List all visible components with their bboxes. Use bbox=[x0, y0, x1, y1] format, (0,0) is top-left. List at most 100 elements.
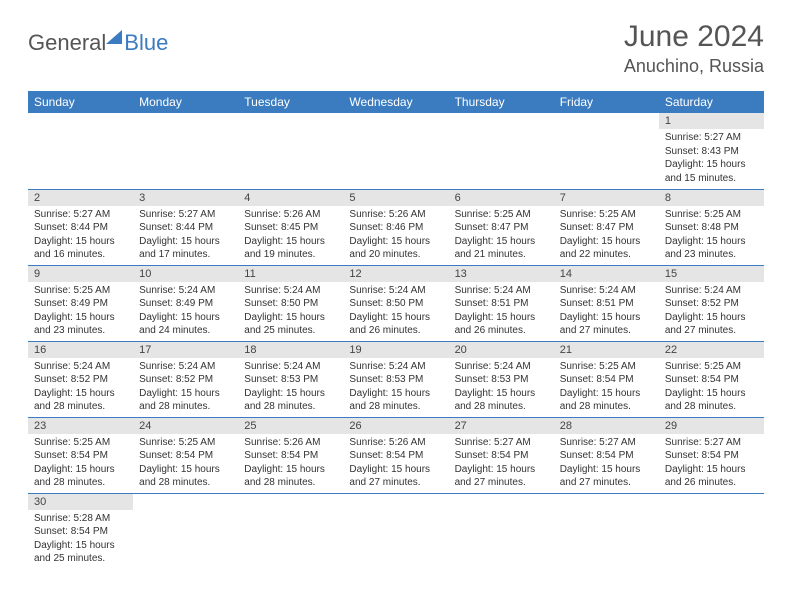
calendar-cell: 1Sunrise: 5:27 AMSunset: 8:43 PMDaylight… bbox=[659, 113, 764, 189]
sunrise-text: Sunrise: 5:26 AM bbox=[244, 436, 337, 450]
calendar-cell: 15Sunrise: 5:24 AMSunset: 8:52 PMDayligh… bbox=[659, 265, 764, 341]
calendar-head: SundayMondayTuesdayWednesdayThursdayFrid… bbox=[28, 91, 764, 113]
day-details: Sunrise: 5:24 AMSunset: 8:53 PMDaylight:… bbox=[343, 358, 448, 416]
day-number: 5 bbox=[343, 190, 448, 206]
calendar-row: 2Sunrise: 5:27 AMSunset: 8:44 PMDaylight… bbox=[28, 189, 764, 265]
day-details: Sunrise: 5:25 AMSunset: 8:47 PMDaylight:… bbox=[554, 206, 659, 264]
sunrise-text: Sunrise: 5:24 AM bbox=[139, 360, 232, 374]
day-number: 11 bbox=[238, 266, 343, 282]
sunset-text: Sunset: 8:54 PM bbox=[560, 449, 653, 463]
calendar-table: SundayMondayTuesdayWednesdayThursdayFrid… bbox=[28, 91, 764, 569]
daylight-text: Daylight: 15 hours and 26 minutes. bbox=[455, 311, 548, 338]
day-number: 8 bbox=[659, 190, 764, 206]
daylight-text: Daylight: 15 hours and 28 minutes. bbox=[244, 463, 337, 490]
daylight-text: Daylight: 15 hours and 27 minutes. bbox=[349, 463, 442, 490]
sunset-text: Sunset: 8:50 PM bbox=[349, 297, 442, 311]
sunset-text: Sunset: 8:51 PM bbox=[455, 297, 548, 311]
sunset-text: Sunset: 8:44 PM bbox=[34, 221, 127, 235]
day-number: 17 bbox=[133, 342, 238, 358]
sunset-text: Sunset: 8:54 PM bbox=[560, 373, 653, 387]
sunrise-text: Sunrise: 5:24 AM bbox=[455, 360, 548, 374]
day-details: Sunrise: 5:26 AMSunset: 8:54 PMDaylight:… bbox=[343, 434, 448, 492]
sunrise-text: Sunrise: 5:24 AM bbox=[349, 360, 442, 374]
sunrise-text: Sunrise: 5:25 AM bbox=[560, 360, 653, 374]
calendar-cell: 6Sunrise: 5:25 AMSunset: 8:47 PMDaylight… bbox=[449, 189, 554, 265]
logo-text-general: General bbox=[28, 30, 106, 56]
sunrise-text: Sunrise: 5:24 AM bbox=[455, 284, 548, 298]
daylight-text: Daylight: 15 hours and 25 minutes. bbox=[244, 311, 337, 338]
sunrise-text: Sunrise: 5:28 AM bbox=[34, 512, 127, 526]
daylight-text: Daylight: 15 hours and 28 minutes. bbox=[349, 387, 442, 414]
day-number: 24 bbox=[133, 418, 238, 434]
day-number: 29 bbox=[659, 418, 764, 434]
day-details: Sunrise: 5:24 AMSunset: 8:51 PMDaylight:… bbox=[554, 282, 659, 340]
day-details: Sunrise: 5:24 AMSunset: 8:52 PMDaylight:… bbox=[659, 282, 764, 340]
daylight-text: Daylight: 15 hours and 21 minutes. bbox=[455, 235, 548, 262]
sunset-text: Sunset: 8:53 PM bbox=[244, 373, 337, 387]
day-number: 23 bbox=[28, 418, 133, 434]
calendar-body: 1 Sunrise: 5:27 AM Sunset: 8:43 PM Daylight… bbox=[28, 113, 764, 569]
daylight-text: Daylight: 15 hours and 28 minutes. bbox=[455, 387, 548, 414]
calendar-cell bbox=[449, 493, 554, 569]
calendar-cell bbox=[28, 113, 133, 189]
sunset-text: Sunset: 8:54 PM bbox=[665, 373, 758, 387]
sunset-text: Sunset: 8:49 PM bbox=[139, 297, 232, 311]
day-details: Sunrise: 5:24 AMSunset: 8:53 PMDaylight:… bbox=[238, 358, 343, 416]
calendar-cell: 19Sunrise: 5:24 AMSunset: 8:53 PMDayligh… bbox=[343, 341, 448, 417]
calendar-cell: 20Sunrise: 5:24 AMSunset: 8:53 PMDayligh… bbox=[449, 341, 554, 417]
daylight-text: Daylight: 15 hours and 28 minutes. bbox=[139, 463, 232, 490]
day-details: Sunrise: 5:26 AMSunset: 8:46 PMDaylight:… bbox=[343, 206, 448, 264]
daylight-text: Daylight: 15 hours and 28 minutes. bbox=[34, 387, 127, 414]
day-details: Sunrise: 5:27 AMSunset: 8:44 PMDaylight:… bbox=[133, 206, 238, 264]
sunrise-text: Sunrise: 5:27 AM bbox=[34, 208, 127, 222]
daylight-text: Daylight: 15 hours and 27 minutes. bbox=[560, 463, 653, 490]
calendar-cell: 28Sunrise: 5:27 AMSunset: 8:54 PMDayligh… bbox=[554, 417, 659, 493]
calendar-cell bbox=[133, 493, 238, 569]
day-header: Friday bbox=[554, 91, 659, 113]
daylight-text: Daylight: 15 hours and 27 minutes. bbox=[665, 311, 758, 338]
day-header: Thursday bbox=[449, 91, 554, 113]
day-number: 9 bbox=[28, 266, 133, 282]
sunset-text: Sunset: 8:43 PM bbox=[665, 145, 758, 159]
daylight-text: Daylight: 15 hours and 27 minutes. bbox=[560, 311, 653, 338]
sunset-text: Sunset: 8:54 PM bbox=[349, 449, 442, 463]
sunrise-text: Sunrise: 5:25 AM bbox=[665, 208, 758, 222]
daylight-text: Daylight: 15 hours and 28 minutes. bbox=[665, 387, 758, 414]
day-number: 20 bbox=[449, 342, 554, 358]
month-title: June 2024 bbox=[624, 20, 764, 54]
calendar-cell bbox=[238, 113, 343, 189]
day-number: 1 bbox=[659, 113, 764, 129]
day-details: Sunrise: 5:25 AMSunset: 8:54 PMDaylight:… bbox=[28, 434, 133, 492]
calendar-cell: 22Sunrise: 5:25 AMSunset: 8:54 PMDayligh… bbox=[659, 341, 764, 417]
sunset-text: Sunset: 8:54 PM bbox=[34, 449, 127, 463]
calendar-cell: 24Sunrise: 5:25 AMSunset: 8:54 PMDayligh… bbox=[133, 417, 238, 493]
day-details: Sunrise: 5:27 AMSunset: 8:54 PMDaylight:… bbox=[449, 434, 554, 492]
calendar-cell: 2Sunrise: 5:27 AMSunset: 8:44 PMDaylight… bbox=[28, 189, 133, 265]
day-number: 28 bbox=[554, 418, 659, 434]
day-details: Sunrise: 5:25 AMSunset: 8:54 PMDaylight:… bbox=[659, 358, 764, 416]
day-details: Sunrise: 5:25 AMSunset: 8:54 PMDaylight:… bbox=[554, 358, 659, 416]
day-number: 22 bbox=[659, 342, 764, 358]
day-details: Sunrise: 5:25 AMSunset: 8:54 PMDaylight:… bbox=[133, 434, 238, 492]
sunrise-text: Sunrise: 5:25 AM bbox=[34, 284, 127, 298]
calendar-row: 30Sunrise: 5:28 AMSunset: 8:54 PMDayligh… bbox=[28, 493, 764, 569]
sunrise-text: Sunrise: 5:24 AM bbox=[139, 284, 232, 298]
sunset-text: Sunset: 8:54 PM bbox=[34, 525, 127, 539]
day-details: Sunrise: 5:27 AMSunset: 8:44 PMDaylight:… bbox=[28, 206, 133, 264]
day-details: Sunrise: 5:26 AMSunset: 8:45 PMDaylight:… bbox=[238, 206, 343, 264]
calendar-cell bbox=[238, 493, 343, 569]
day-header: Wednesday bbox=[343, 91, 448, 113]
sunrise-text: Sunrise: 5:24 AM bbox=[244, 360, 337, 374]
sunset-text: Sunset: 8:49 PM bbox=[34, 297, 127, 311]
calendar-cell bbox=[343, 113, 448, 189]
day-details: Sunrise: 5:28 AMSunset: 8:54 PMDaylight:… bbox=[28, 510, 133, 568]
calendar-cell: 11Sunrise: 5:24 AMSunset: 8:50 PMDayligh… bbox=[238, 265, 343, 341]
day-number: 25 bbox=[238, 418, 343, 434]
day-header: Tuesday bbox=[238, 91, 343, 113]
calendar-cell: 29Sunrise: 5:27 AMSunset: 8:54 PMDayligh… bbox=[659, 417, 764, 493]
calendar-cell: 27Sunrise: 5:27 AMSunset: 8:54 PMDayligh… bbox=[449, 417, 554, 493]
day-number: 6 bbox=[449, 190, 554, 206]
day-details: Sunrise: 5:25 AMSunset: 8:48 PMDaylight:… bbox=[659, 206, 764, 264]
calendar-cell: 16Sunrise: 5:24 AMSunset: 8:52 PMDayligh… bbox=[28, 341, 133, 417]
calendar-cell: 8Sunrise: 5:25 AMSunset: 8:48 PMDaylight… bbox=[659, 189, 764, 265]
